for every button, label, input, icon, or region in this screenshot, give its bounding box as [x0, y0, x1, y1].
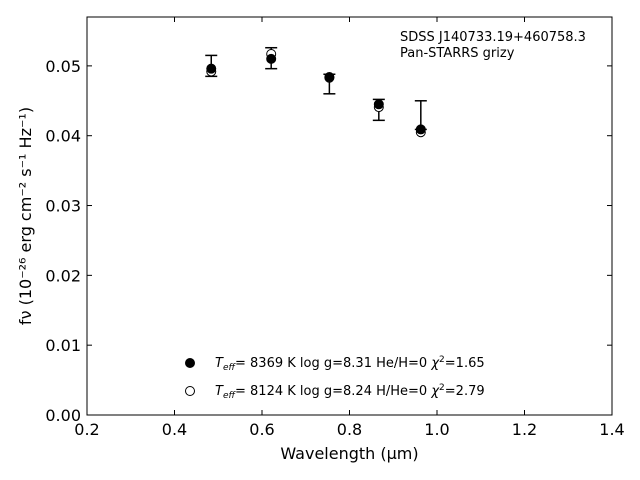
x-tick-label: 0.2: [74, 420, 99, 439]
y-tick-label: 0.04: [45, 127, 81, 146]
model-point-filled: [373, 99, 384, 110]
x-axis-label: Wavelength (μm): [280, 444, 418, 463]
x-tick-label: 0.6: [249, 420, 274, 439]
model-point-filled: [266, 53, 277, 64]
legend-marker-filled: [185, 358, 195, 368]
y-tick-label: 0.05: [45, 57, 81, 76]
annotation-line-1: SDSS J140733.19+460758.3: [400, 30, 586, 45]
x-tick-label: 1.2: [512, 420, 537, 439]
legend: Teff= 8369 K log g=8.31 He/H=0 χ2=1.65 T…: [185, 355, 485, 401]
y-tick-label: 0.02: [45, 266, 81, 285]
y-axis-label: fν (10⁻²⁶ erg cm⁻² s⁻¹ Hz⁻¹): [16, 107, 35, 325]
legend-entry-2: Teff= 8124 K log g=8.24 H/He=0 χ2=2.79: [215, 383, 485, 401]
annotation-line-2: Pan-STARRS grizy: [400, 46, 515, 61]
model-point-filled: [206, 63, 217, 74]
x-tick-label: 0.8: [337, 420, 362, 439]
model-point-filled: [324, 72, 335, 83]
x-tick-label: 0.4: [162, 420, 187, 439]
model-point-filled: [415, 124, 426, 135]
y-tick-label: 0.01: [45, 336, 81, 355]
x-tick-label: 1.4: [599, 420, 624, 439]
y-tick-label: 0.03: [45, 197, 81, 216]
y-tick-label: 0.00: [45, 406, 81, 425]
legend-marker-open: [185, 386, 195, 396]
x-tick-label: 1.0: [424, 420, 449, 439]
legend-entry-1: Teff= 8369 K log g=8.31 He/H=0 χ2=1.65: [215, 355, 485, 373]
